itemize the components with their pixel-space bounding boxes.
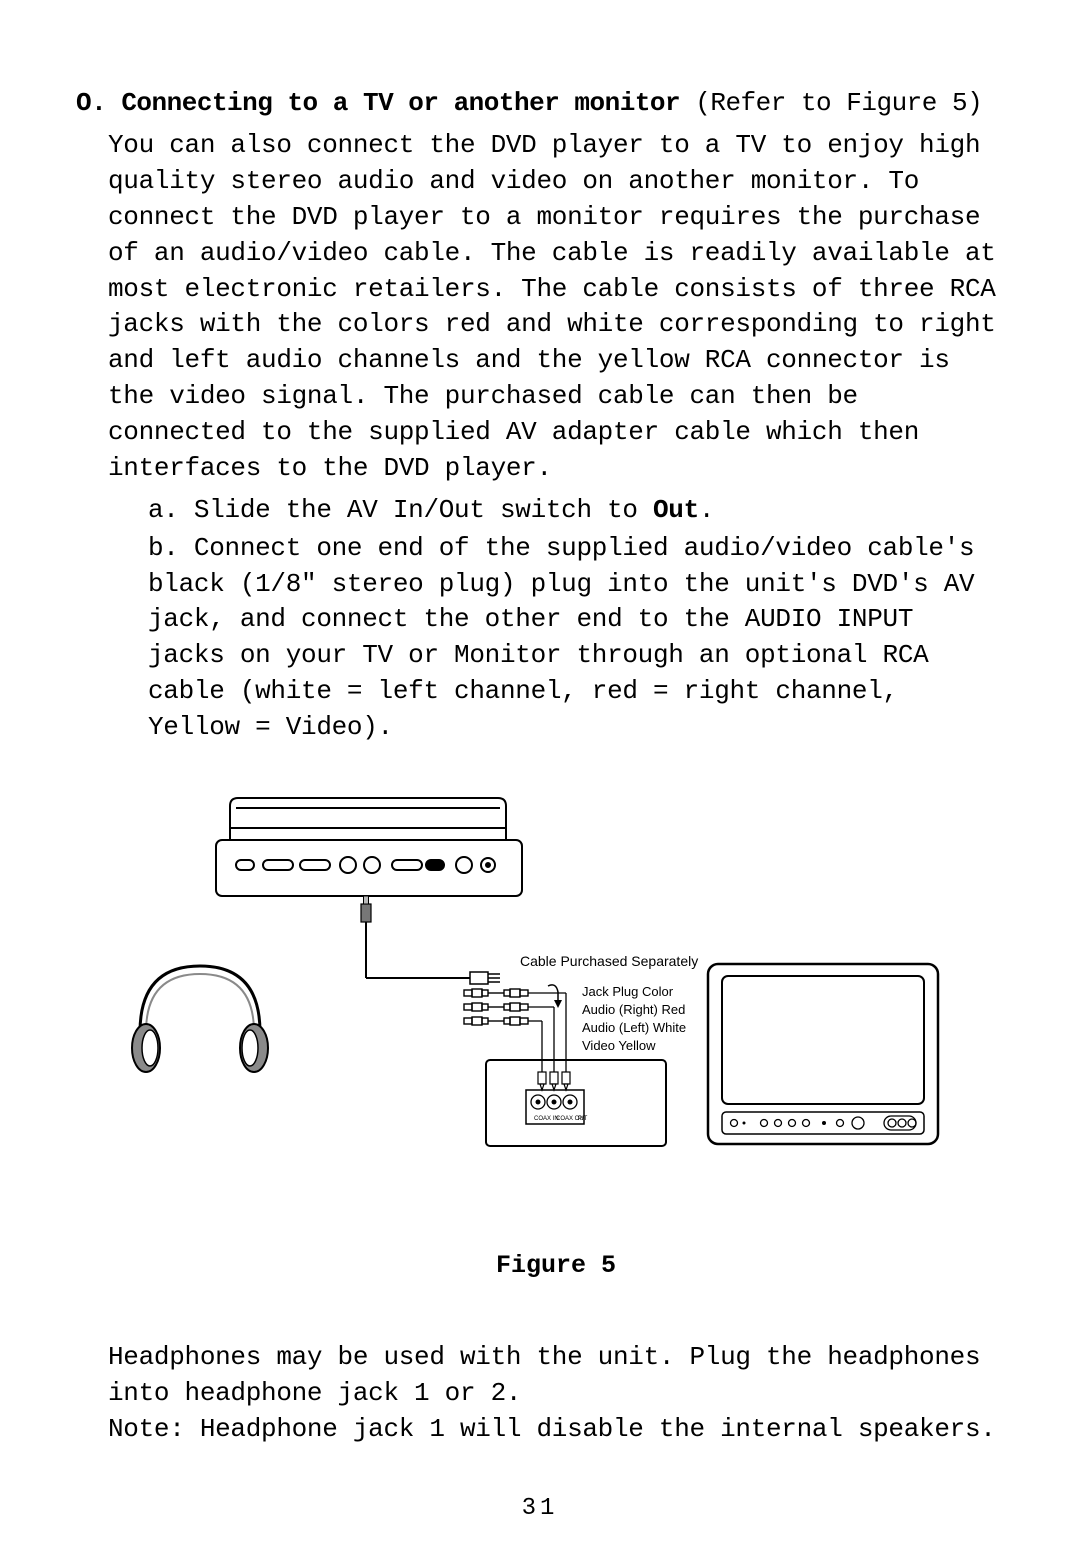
step-a-prefix: a. Slide the AV In/Out switch to <box>148 495 653 525</box>
tv-monitor-icon <box>708 964 938 1144</box>
figure-5: COAX IN COAX OUT Pr <box>108 786 1004 1280</box>
step-b: b. Connect one end of the supplied audio… <box>148 531 1004 746</box>
cable-sep-label: Cable Purchased Separately <box>520 953 698 969</box>
heading-title: Connecting to a TV or another monitor <box>121 88 680 118</box>
manual-page: O. Connecting to a TV or another monitor… <box>0 0 1080 1562</box>
rca-cable-icon <box>464 985 570 1090</box>
intro-paragraph: You can also connect the DVD player to a… <box>108 128 1004 487</box>
jack-plug-label: Jack Plug Color <box>582 984 674 999</box>
step-a: a. Slide the AV In/Out switch to Out. <box>148 493 1004 529</box>
heading-marker: O. <box>76 88 106 118</box>
heading-ref: (Refer to Figure 5) <box>695 88 982 118</box>
video-label: Video Yellow <box>582 1038 656 1053</box>
figure-caption: Figure 5 <box>108 1251 1004 1280</box>
pr-label: Pr <box>578 1116 584 1122</box>
headphones-note: Note: Headphone jack 1 will disable the … <box>108 1412 1004 1448</box>
dvd-player-icon <box>216 798 522 896</box>
audio-left-label: Audio (Left) White <box>582 1020 686 1035</box>
page-number: 31 <box>0 1495 1080 1522</box>
step-a-bold: Out <box>653 495 699 525</box>
connection-diagram-svg: COAX IN COAX OUT Pr <box>108 786 958 1186</box>
step-a-suffix: . <box>699 495 714 525</box>
headphones-icon <box>132 884 346 1086</box>
av-cable-icon <box>361 896 500 984</box>
coax-in-label: COAX IN <box>534 1116 559 1122</box>
headphones-paragraph: Headphones may be used with the unit. Pl… <box>108 1340 1004 1412</box>
section-heading: O. Connecting to a TV or another monitor… <box>76 88 1004 118</box>
audio-right-label: Audio (Right) Red <box>582 1002 685 1017</box>
receiver-box-icon: COAX IN COAX OUT Pr <box>486 1060 666 1146</box>
